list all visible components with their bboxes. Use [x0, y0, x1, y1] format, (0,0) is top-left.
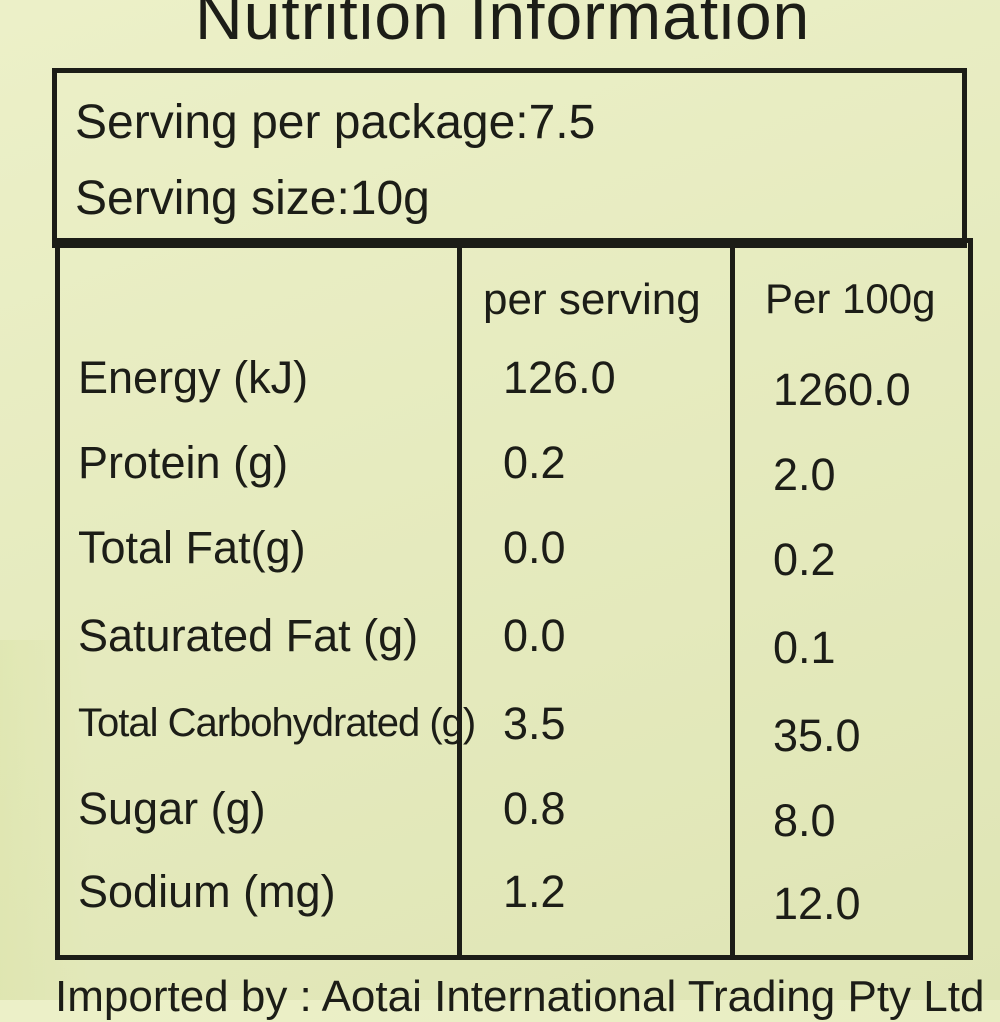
per-100g-value: 1260.0: [773, 364, 911, 415]
per-100g-value: 8.0: [773, 795, 836, 846]
serving-size: Serving size:10g: [75, 172, 430, 225]
per-serving-value: 0.2: [503, 437, 566, 488]
per-100g-value: 12.0: [773, 878, 861, 929]
per-serving-value: 0.0: [503, 610, 566, 661]
nutrient-name: Sugar (g): [78, 783, 266, 834]
per-serving-value: 126.0: [503, 352, 616, 403]
per-serving-value: 0.8: [503, 783, 566, 834]
table-row: Total Fat(g) 0.0 0.2: [0, 522, 1000, 602]
packaging-glare: [0, 640, 90, 1000]
per-100g-value: 0.2: [773, 534, 836, 585]
per-100g-value: 0.1: [773, 622, 836, 673]
column-divider: [457, 238, 462, 955]
per-serving-value: 1.2: [503, 866, 566, 917]
table-row: Energy (kJ) 126.0 1260.0: [0, 352, 1000, 432]
table-row: Protein (g) 0.2 2.0: [0, 437, 1000, 517]
column-divider: [730, 238, 735, 955]
nutrient-name: Saturated Fat (g): [78, 610, 419, 661]
nutrient-name: Sodium (mg): [78, 866, 336, 917]
nutrient-name: Energy (kJ): [78, 352, 309, 403]
label-title: Nutrition Information: [195, 0, 811, 53]
nutrition-table: [55, 238, 973, 960]
table-row: Saturated Fat (g) 0.0 0.1: [0, 610, 1000, 690]
table-row: Sugar (g) 0.8 8.0: [0, 783, 1000, 863]
header-per-serving: per serving: [483, 275, 701, 324]
nutrient-name: Protein (g): [78, 437, 289, 488]
per-100g-value: 35.0: [773, 710, 861, 761]
importer-note: Imported by : Aotai International Tradin…: [55, 972, 985, 1021]
serving-info-box: Serving per package:7.5 Serving size:10g: [52, 68, 967, 248]
servings-per-package: Serving per package:7.5: [75, 96, 596, 149]
header-per-100g: Per 100g: [765, 275, 936, 322]
nutrient-name: Total Fat(g): [78, 522, 306, 573]
table-row: Sodium (mg) 1.2 12.0: [0, 866, 1000, 946]
per-serving-value: 3.5: [503, 698, 566, 749]
nutrient-name: Total Carbohydrated (g): [78, 701, 476, 745]
table-row: Total Carbohydrated (g) 3.5 35.0: [0, 698, 1000, 778]
per-100g-value: 2.0: [773, 449, 836, 500]
per-serving-value: 0.0: [503, 522, 566, 573]
